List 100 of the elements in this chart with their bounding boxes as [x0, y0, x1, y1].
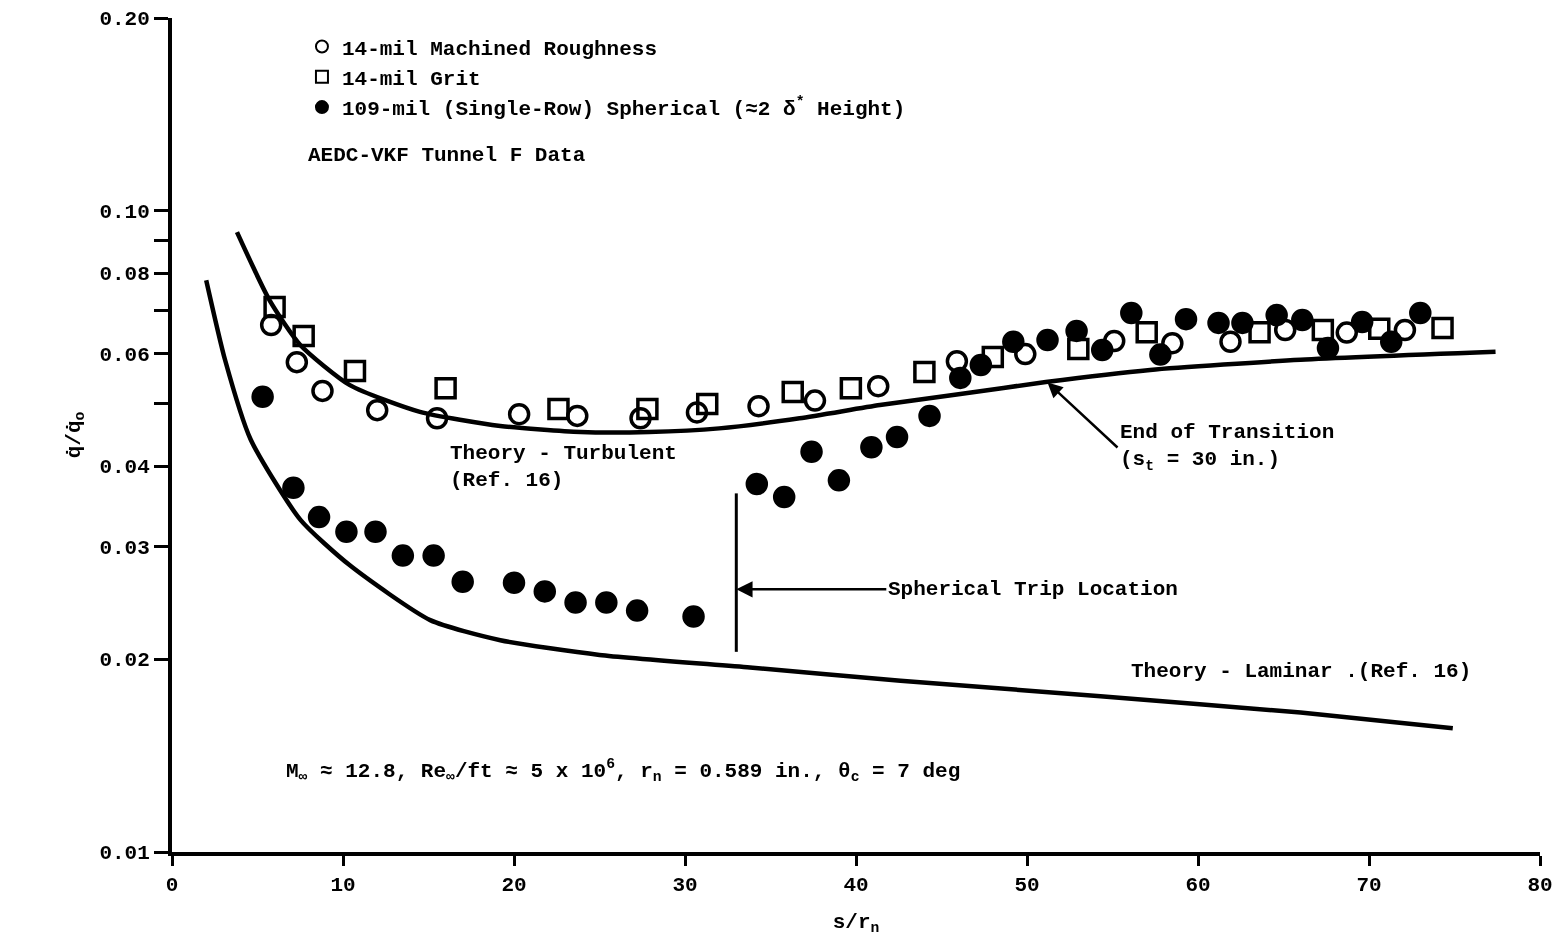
- x-tick-label: 70: [1356, 874, 1382, 898]
- point: [949, 366, 972, 390]
- point: [800, 440, 823, 464]
- point: [1379, 330, 1403, 354]
- point: [343, 359, 367, 383]
- x-tick-label: 50: [1014, 874, 1040, 898]
- x-tick-label: 10: [330, 874, 356, 898]
- point: [1219, 330, 1242, 354]
- point: [1149, 343, 1172, 366]
- point: [1207, 311, 1230, 335]
- point: [1409, 301, 1432, 325]
- point: [1002, 330, 1025, 354]
- y-tick-label: 0.10: [99, 201, 150, 225]
- point: [595, 591, 618, 614]
- point: [1291, 308, 1314, 332]
- y-tick-label: 0.06: [99, 343, 150, 367]
- point: [745, 472, 769, 496]
- point: [1174, 307, 1198, 331]
- y-tick-label: 0.03: [99, 536, 150, 560]
- point: [866, 374, 890, 398]
- point: [913, 360, 936, 384]
- legend-label: 14-mil Grit: [341, 67, 481, 91]
- point: [311, 379, 334, 403]
- point: [839, 376, 863, 400]
- point: [564, 591, 587, 614]
- point: [263, 295, 286, 319]
- point: [451, 570, 474, 593]
- text: M$_{∞}$ ≈ 12.8, Re$_{∞}$/ft ≈ 5 x 10$^{6}$, r$_{n}$ = 0.589 in., θ$_{c}$ = 7 deg: [286, 756, 961, 786]
- point: [1036, 328, 1059, 352]
- point: [1393, 318, 1417, 342]
- point: [1120, 301, 1143, 325]
- y-tick-label: 0.20: [99, 8, 150, 32]
- point: [1231, 311, 1254, 335]
- point: [981, 345, 1005, 369]
- point: [885, 425, 909, 449]
- point: [292, 324, 315, 348]
- point: [1273, 318, 1297, 342]
- point: [685, 401, 709, 424]
- annotation: Theory - Laminar .(Ref. 16): [1131, 660, 1472, 683]
- point: [364, 520, 387, 543]
- point: [282, 476, 305, 500]
- point: [425, 406, 449, 430]
- y-tick-label: 0.04: [99, 456, 150, 480]
- point: [772, 485, 796, 509]
- annotation: Theory - Turbulent (Ref. 16): [450, 442, 677, 493]
- point: [695, 392, 719, 416]
- point: [1014, 342, 1037, 366]
- point: [918, 404, 941, 428]
- point: [682, 605, 705, 628]
- point: [1431, 316, 1454, 340]
- y-tick-label: 0.08: [99, 263, 150, 287]
- point: [502, 571, 526, 595]
- point: [365, 398, 389, 422]
- x-tick-label: 60: [1185, 874, 1211, 898]
- point: [1065, 319, 1088, 343]
- point: [547, 397, 570, 421]
- annotation: AEDC-VKF Tunnel F Data: [308, 144, 586, 167]
- annotation: End of Transition (s$_{t}$ = 30 in.): [1120, 421, 1335, 474]
- point: [625, 599, 649, 622]
- point: [969, 353, 993, 377]
- point: [636, 397, 659, 421]
- point: [533, 580, 557, 603]
- point: [803, 389, 827, 412]
- point: [1335, 321, 1359, 344]
- point: [307, 505, 331, 529]
- point: [335, 520, 358, 543]
- point: [629, 406, 652, 430]
- point: [781, 380, 804, 404]
- point: [1350, 310, 1374, 334]
- point: [566, 404, 589, 428]
- point: [945, 349, 969, 373]
- point: [422, 544, 445, 567]
- y-tick-label: 0.01: [99, 842, 150, 866]
- point: [507, 402, 531, 426]
- x-tick-label: 0: [165, 874, 179, 898]
- point: [1161, 331, 1184, 355]
- x-tick-label: 20: [501, 874, 527, 898]
- point: [1265, 303, 1288, 327]
- x-tick-label: 40: [843, 874, 869, 898]
- x-axis-title: s/r$_{n}$: [832, 910, 880, 937]
- point: [1135, 320, 1158, 344]
- point: [1091, 338, 1114, 362]
- point: [1311, 318, 1335, 342]
- y-tick-label: 0.02: [99, 649, 150, 673]
- point: [434, 376, 457, 400]
- point: [1067, 337, 1090, 361]
- point: [259, 313, 283, 337]
- point: [1102, 329, 1126, 353]
- point: [747, 394, 770, 418]
- point: [285, 350, 309, 374]
- point: [860, 435, 883, 459]
- point: [251, 385, 274, 409]
- x-tick-label: 30: [672, 874, 698, 898]
- point: [1248, 320, 1271, 344]
- legend-label: 109-mil (Single-Row) Spherical (≈2 δ$^{*}$ Height): [341, 94, 906, 122]
- x-tick-label: 80: [1527, 874, 1553, 898]
- ref-line-label: Spherical Trip Location: [888, 578, 1178, 601]
- point: [827, 469, 851, 492]
- legend-label: 14-mil Machined Roughness: [341, 37, 658, 61]
- point: [391, 544, 415, 567]
